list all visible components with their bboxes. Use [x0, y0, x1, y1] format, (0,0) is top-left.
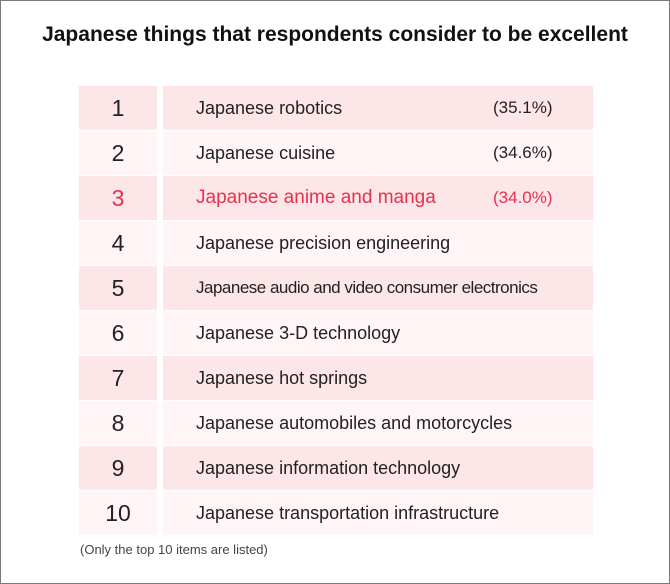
- rank-number: 7: [79, 356, 157, 400]
- table-row: 8 Japanese automobiles and motorcycles: [79, 401, 593, 445]
- ranking-table: 1 Japanese robotics (35.1%) 2 Japanese cuisi…: [79, 86, 593, 536]
- table-row: 1 Japanese robotics (35.1%): [79, 86, 593, 130]
- table-row: 9 Japanese information technology: [79, 446, 593, 490]
- table-row: 10 Japanese transportation infrastructure: [79, 491, 593, 535]
- item-label: Japanese hot springs: [196, 367, 368, 388]
- item-label: Japanese automobiles and motorcycles: [196, 412, 513, 433]
- rank-number: 1: [79, 86, 157, 130]
- table-row: 5 Japanese audio and video consumer elect…: [79, 266, 593, 310]
- item-cell: Japanese automobiles and motorcycles: [163, 401, 593, 445]
- column-divider: [157, 311, 163, 355]
- rank-number: 2: [79, 131, 157, 175]
- rank-number: 10: [79, 491, 157, 535]
- item-cell: Japanese robotics (35.1%): [163, 86, 593, 130]
- table-row: 4 Japanese precision engineering: [79, 221, 593, 265]
- item-label: Japanese cuisine: [196, 142, 336, 163]
- rank-number: 8: [79, 401, 157, 445]
- rank-number: 4: [79, 221, 157, 265]
- column-divider: [157, 176, 163, 220]
- item-label: Japanese robotics: [196, 97, 343, 118]
- footnote: (Only the top 10 items are listed): [80, 542, 268, 557]
- item-cell: Japanese precision engineering: [163, 221, 593, 265]
- item-percent: (34.6%): [493, 143, 553, 162]
- rank-number: 5: [79, 266, 157, 310]
- column-divider: [157, 491, 163, 535]
- item-percent: (35.1%): [493, 98, 553, 117]
- chart-title: Japanese things that respondents conside…: [42, 23, 628, 46]
- item-cell: Japanese 3-D technology: [163, 311, 593, 355]
- item-cell: Japanese information technology: [163, 446, 593, 490]
- column-divider: [157, 356, 163, 400]
- rank-number: 9: [79, 446, 157, 490]
- table-row: 7 Japanese hot springs: [79, 356, 593, 400]
- column-divider: [157, 86, 163, 130]
- item-label: Japanese 3-D technology: [196, 322, 401, 343]
- item-label: Japanese precision engineering: [196, 232, 451, 253]
- item-label: Japanese audio and video consumer electr…: [196, 278, 538, 297]
- column-divider: [157, 401, 163, 445]
- item-cell: Japanese anime and manga (34.0%): [163, 176, 593, 220]
- item-cell: Japanese transportation infrastructure: [163, 491, 593, 535]
- item-cell: Japanese cuisine (34.6%): [163, 131, 593, 175]
- column-divider: [157, 131, 163, 175]
- column-divider: [157, 221, 163, 265]
- table-row: 6 Japanese 3-D technology: [79, 311, 593, 355]
- item-cell: Japanese hot springs: [163, 356, 593, 400]
- item-label: Japanese transportation infrastructure: [196, 502, 500, 523]
- item-label: Japanese anime and manga: [196, 187, 436, 208]
- item-label: Japanese information technology: [196, 457, 461, 478]
- column-divider: [157, 446, 163, 490]
- item-cell: Japanese audio and video consumer electr…: [163, 266, 593, 310]
- table-row: 2 Japanese cuisine (34.6%): [79, 131, 593, 175]
- item-percent: (34.0%): [493, 188, 553, 207]
- rank-number: 6: [79, 311, 157, 355]
- rank-number: 3: [79, 176, 157, 220]
- table-row: 3 Japanese anime and manga (34.0%): [79, 176, 593, 220]
- column-divider: [157, 266, 163, 310]
